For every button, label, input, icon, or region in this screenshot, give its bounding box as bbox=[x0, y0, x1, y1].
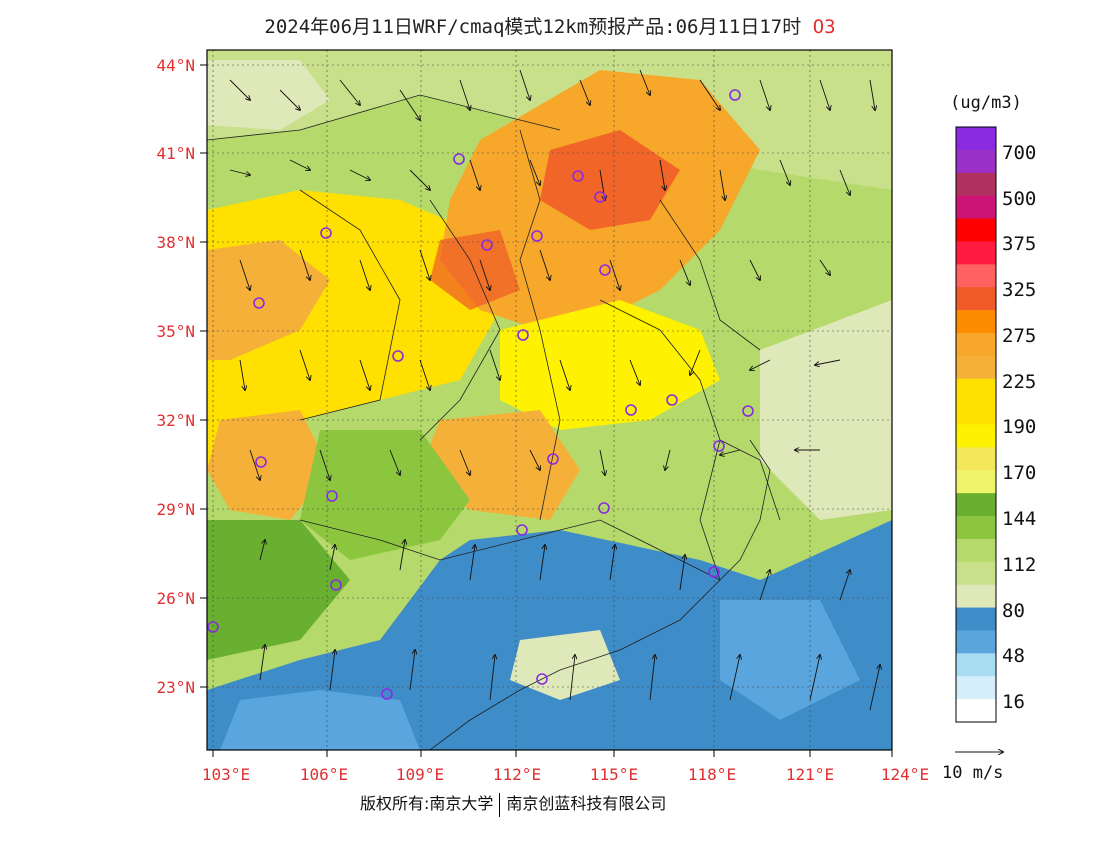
legend-frame bbox=[955, 126, 997, 723]
legend-swatch bbox=[956, 401, 996, 425]
legend-label: 190 bbox=[1002, 416, 1036, 438]
legend-label: 80 bbox=[1002, 600, 1025, 622]
legend-label: 112 bbox=[1002, 554, 1036, 576]
legend-unit: (ug/m3) bbox=[950, 93, 1022, 113]
footer-divider bbox=[499, 792, 501, 817]
lon-label: 118°E bbox=[688, 765, 736, 784]
lon-label: 106°E bbox=[300, 765, 348, 784]
legend-swatch bbox=[956, 127, 996, 151]
legend-swatch bbox=[956, 447, 996, 471]
lat-label: 23°N bbox=[156, 678, 195, 697]
legend-swatch bbox=[956, 218, 996, 242]
legend-swatch bbox=[956, 195, 996, 220]
legend-swatch bbox=[956, 264, 996, 288]
legend-swatch bbox=[956, 470, 996, 494]
legend-swatch bbox=[956, 310, 996, 334]
map-title: 2024年06月11日WRF/cmaq模式12km预报产品:06月11日17时 … bbox=[0, 12, 1100, 39]
legend-swatch bbox=[956, 653, 996, 677]
lat-label: 38°N bbox=[156, 233, 195, 252]
legend-label: 375 bbox=[1002, 233, 1036, 255]
legend-swatch bbox=[956, 172, 996, 197]
legend-label: 700 bbox=[1002, 142, 1036, 164]
legend-swatch bbox=[956, 630, 996, 654]
legend-labels: 700 500 375 325 275 225 190 170 144 112 … bbox=[1002, 142, 1036, 713]
lat-label: 44°N bbox=[156, 56, 195, 75]
legend-label: 500 bbox=[1002, 188, 1036, 210]
legend-colorbar bbox=[956, 127, 996, 723]
legend-swatch bbox=[956, 676, 996, 700]
legend-swatch bbox=[956, 516, 996, 540]
lon-labels: 103°E 106°E 109°E 112°E 115°E 118°E 121°… bbox=[202, 765, 929, 784]
station-markers bbox=[207, 89, 754, 700]
wind-scale-label: 10 m/s bbox=[942, 763, 1003, 783]
copyright-right: 南京创蓝科技有限公司 bbox=[506, 794, 667, 813]
copyright-left: 版权所有:南京大学 bbox=[360, 794, 494, 813]
legend-swatch bbox=[956, 424, 996, 448]
lon-label: 121°E bbox=[786, 765, 834, 784]
lat-label: 26°N bbox=[156, 589, 195, 608]
copyright-footer: 版权所有:南京大学 南京创蓝科技有限公司 bbox=[360, 790, 666, 817]
map-frame bbox=[206, 49, 893, 751]
lon-label: 112°E bbox=[493, 765, 541, 784]
legend-swatch bbox=[956, 241, 996, 265]
legend-swatch bbox=[956, 699, 996, 723]
legend-label: 275 bbox=[1002, 325, 1036, 347]
lat-labels: 44°N 41°N 38°N 35°N 32°N 29°N 26°N 23°N bbox=[156, 56, 195, 697]
legend-swatch bbox=[956, 355, 996, 380]
lon-label: 115°E bbox=[590, 765, 638, 784]
lat-label: 32°N bbox=[156, 411, 195, 430]
lat-label: 41°N bbox=[156, 144, 195, 163]
legend-label: 16 bbox=[1002, 691, 1025, 713]
ozone-field bbox=[207, 50, 892, 750]
legend-swatch bbox=[956, 287, 996, 311]
legend-label: 48 bbox=[1002, 645, 1025, 667]
legend-swatch bbox=[956, 149, 996, 174]
lat-label: 29°N bbox=[156, 500, 195, 519]
lon-label: 103°E bbox=[202, 765, 250, 784]
title-main: 2024年06月11日WRF/cmaq模式12km预报产品:06月11日17时 bbox=[264, 16, 802, 38]
legend-swatch bbox=[956, 584, 996, 609]
legend-swatch bbox=[956, 561, 996, 586]
legend-swatch bbox=[956, 332, 996, 357]
legend-label: 170 bbox=[1002, 462, 1036, 484]
lon-label: 109°E bbox=[396, 765, 444, 784]
lat-label: 35°N bbox=[156, 322, 195, 341]
legend-swatch bbox=[956, 538, 996, 563]
legend-label: 225 bbox=[1002, 371, 1036, 393]
title-species: O3 bbox=[812, 16, 836, 38]
legend-swatch bbox=[956, 607, 996, 631]
legend-swatch bbox=[956, 493, 996, 517]
legend-label: 325 bbox=[1002, 279, 1036, 301]
lon-label: 124°E bbox=[881, 765, 929, 784]
legend-swatch bbox=[956, 378, 996, 403]
legend-label: 144 bbox=[1002, 508, 1036, 530]
